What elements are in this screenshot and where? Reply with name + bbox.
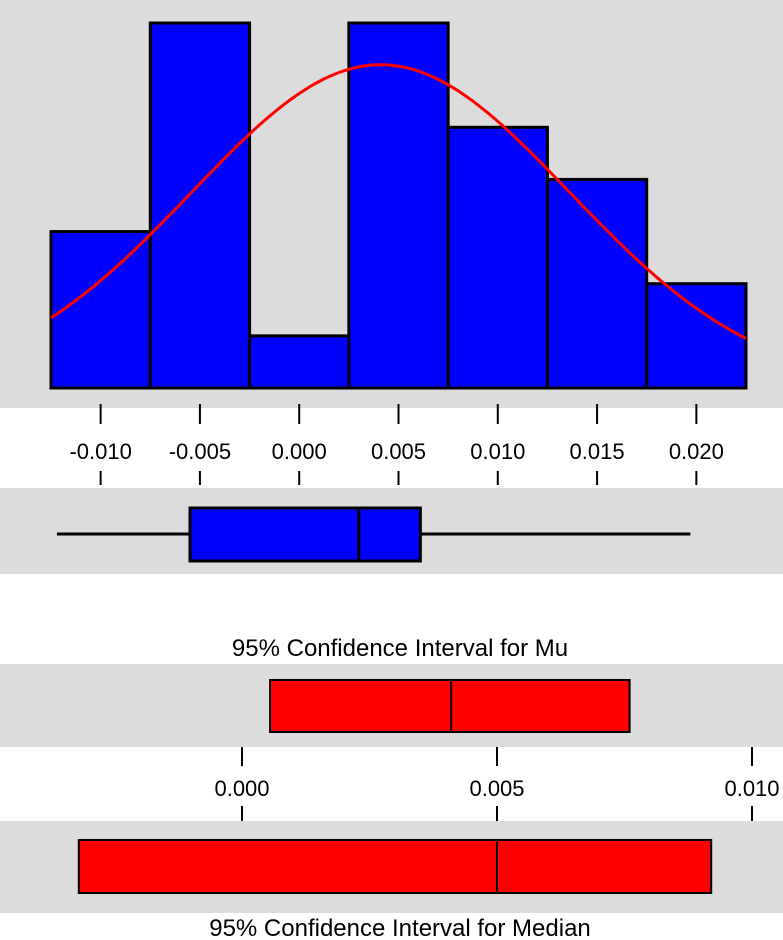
histogram-bar: [545, 177, 649, 390]
boxplot-panel: [0, 488, 783, 574]
mu-interval-title: 95% Confidence Interval for Mu: [232, 635, 568, 662]
ci-tick-label: 0.005: [469, 776, 524, 801]
histogram-bars: [49, 21, 748, 390]
boxplot: [56, 506, 691, 563]
ci-box: [269, 679, 631, 733]
boxplot-box: [188, 506, 422, 563]
x-tick-label: 0.020: [669, 439, 724, 464]
histogram-bar: [446, 125, 549, 390]
histogram-bar: [148, 21, 252, 390]
histogram-bar: [645, 282, 748, 390]
x-tick-label: -0.010: [69, 439, 131, 464]
mu-interval: [269, 679, 631, 733]
ci-box: [77, 839, 713, 894]
median-interval: [77, 839, 713, 894]
mu-interval-panel: [0, 664, 783, 747]
interval-x-axis: 0.000 0.005 0.010: [214, 747, 780, 821]
x-tick-label: 0.000: [272, 439, 327, 464]
x-tick-label: 0.005: [371, 439, 426, 464]
normal-fit-curve: [50, 63, 747, 340]
median-interval-title: 95% Confidence Interval for Median: [209, 915, 591, 940]
ci-tick-label: 0.000: [214, 776, 269, 801]
median-interval-panel: [0, 821, 783, 913]
histogram-panel: [0, 0, 783, 408]
ci-tick-label: 0.010: [724, 776, 779, 801]
x-tick-label: 0.010: [470, 439, 525, 464]
histogram-bar: [248, 334, 351, 390]
x-tick-label: -0.005: [169, 439, 231, 464]
histogram-bar: [49, 230, 152, 390]
histogram-bar: [347, 21, 450, 390]
x-tick-label: 0.015: [570, 439, 625, 464]
histogram-x-axis: -0.010 -0.005 0.000 0.005 0.010 0.015 0.020: [69, 404, 724, 485]
